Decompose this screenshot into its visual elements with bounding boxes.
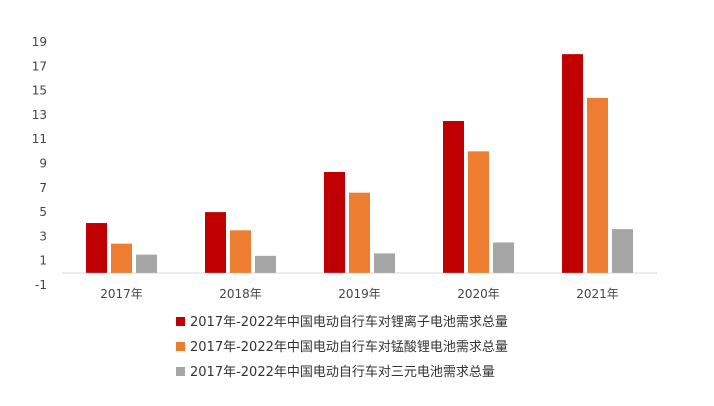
bar-series-2-2 bbox=[230, 230, 251, 273]
bar-series-2-5 bbox=[587, 97, 608, 273]
legend-swatch-1 bbox=[176, 317, 185, 326]
legend: 2017年-2022年中国电动自行车对锂离子电池需求总量 2017年-2022年中… bbox=[176, 314, 508, 380]
y-tick-label: 13 bbox=[32, 108, 47, 122]
legend-label-3: 2017年-2022年中国电动自行车对三元电池需求总量 bbox=[190, 364, 495, 380]
bar-series-1-5 bbox=[562, 54, 583, 273]
bar-series-1-1 bbox=[86, 223, 107, 273]
y-tick-label: 11 bbox=[32, 132, 47, 146]
x-category-label: 2021年 bbox=[576, 287, 619, 301]
bar-series-2-1 bbox=[111, 243, 132, 273]
x-axis: 2017年 2018年 2019年 2020年 2021年 bbox=[100, 287, 619, 301]
x-category-label: 2018年 bbox=[219, 287, 262, 301]
bar-series-3-4 bbox=[493, 242, 514, 273]
bar-series-3-5 bbox=[612, 229, 633, 273]
y-tick-label: 17 bbox=[32, 59, 47, 73]
bars bbox=[86, 54, 633, 273]
bar-series-1-4 bbox=[443, 120, 464, 273]
y-tick-label: 15 bbox=[32, 84, 47, 98]
y-tick-label: 19 bbox=[32, 35, 47, 49]
x-category-label: 2020年 bbox=[457, 287, 500, 301]
legend-label-1: 2017年-2022年中国电动自行车对锂离子电池需求总量 bbox=[190, 314, 508, 330]
bar-series-1-3 bbox=[324, 172, 345, 273]
y-tick-label: 7 bbox=[39, 181, 47, 195]
y-tick-label: 3 bbox=[39, 229, 47, 243]
bar-series-2-3 bbox=[349, 192, 370, 273]
bar-series-3-3 bbox=[374, 253, 395, 273]
y-tick-label: 9 bbox=[39, 157, 47, 171]
bar-series-1-2 bbox=[205, 212, 226, 273]
y-tick-label: -1 bbox=[35, 278, 47, 292]
y-tick-label: 1 bbox=[39, 254, 47, 268]
legend-swatch-2 bbox=[176, 342, 185, 351]
bar-series-3-2 bbox=[255, 255, 276, 273]
bar-series-2-4 bbox=[468, 151, 489, 273]
bar-series-3-1 bbox=[136, 254, 157, 273]
y-tick-label: 5 bbox=[39, 205, 47, 219]
x-category-label: 2019年 bbox=[338, 287, 381, 301]
x-category-label: 2017年 bbox=[100, 287, 143, 301]
legend-label-2: 2017年-2022年中国电动自行车对锰酸锂电池需求总量 bbox=[190, 339, 508, 355]
legend-swatch-3 bbox=[176, 367, 185, 376]
